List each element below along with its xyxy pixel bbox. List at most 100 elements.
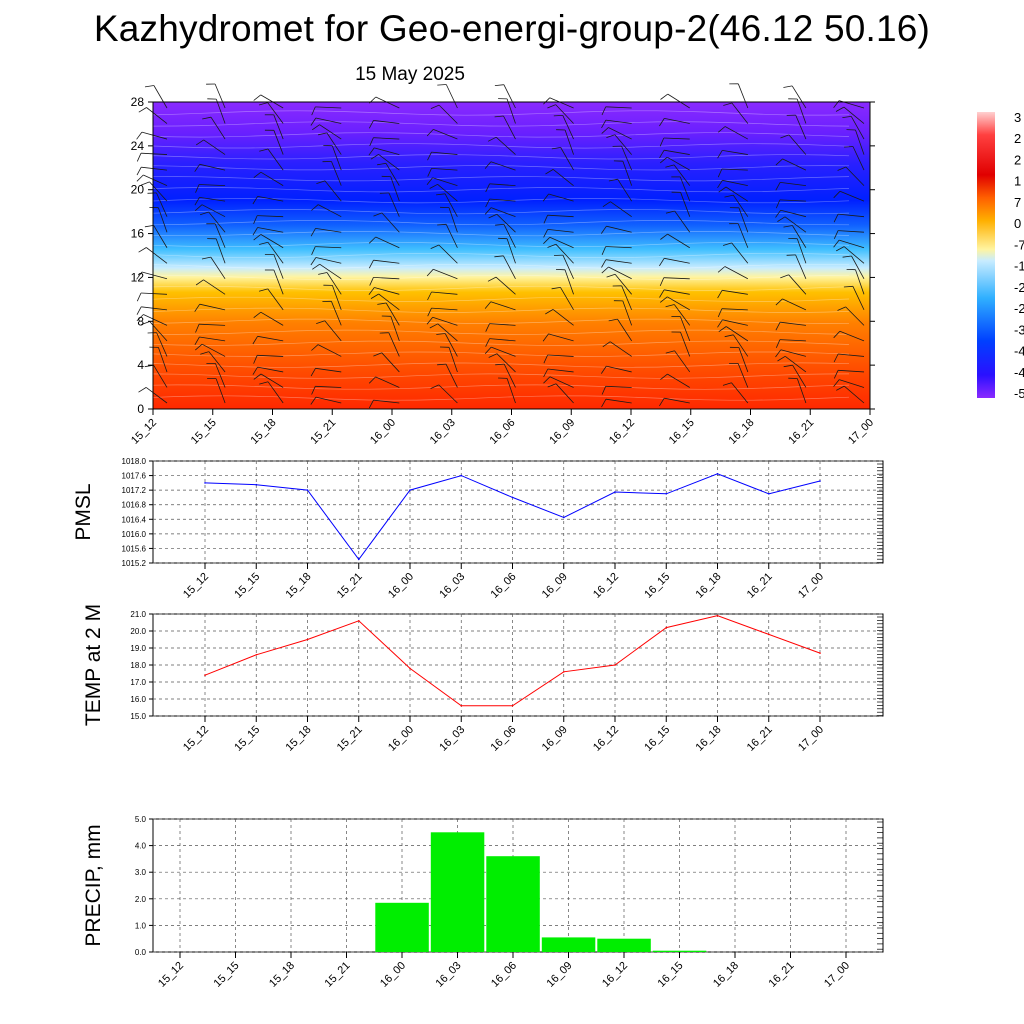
wind-barb [431,151,458,155]
date-label: 15 May 2025 [355,64,465,85]
wind-barb-flag [484,161,492,169]
wind-barb [609,341,632,357]
wind-barb [779,339,806,342]
wind-barb [315,228,342,233]
wind-barb-flag [783,364,793,368]
wind-barb-flag [136,271,143,280]
wind-barb [432,316,458,326]
wind-barb-flag [318,132,327,136]
wind-barb-flag [601,386,607,395]
x-tick-label: 16_18 [727,417,757,447]
wind-barb [731,102,749,124]
y-tick-label: 1016.8 [122,501,147,510]
wind-barb-flag [138,107,147,113]
x-tick-label: 16_09 [540,571,570,601]
wind-barb [622,161,633,186]
wind-barb [664,289,690,295]
wind-barb [838,369,865,373]
wind-barb-flag [485,183,490,193]
wind-barb [257,354,284,357]
wind-barb-flag [717,308,723,318]
x-tick-label: 15_21 [335,571,365,601]
colorbar-label: -1 [1014,259,1024,274]
wind-barb-flag [543,215,548,224]
wind-barb [724,266,749,280]
x-tick-label: 16_06 [489,571,519,601]
y-tick-label: 15.0 [130,712,146,721]
wind-barb [373,277,400,280]
contour-line [152,274,850,280]
wind-barb-flag [144,225,154,228]
data-point [511,705,514,707]
x-tick-label: 16_09 [547,417,577,447]
wind-barb-flag [426,269,434,277]
x-tick-label: 17_00 [846,417,876,447]
temp-panel: 21.0 20.0 19.0 18.0 17.0 16.0 15.0 15_12 15_15 15… [82,604,884,754]
wind-barb-flag [601,106,607,116]
wind-barb [257,227,284,233]
x-tick-label: 16_12 [591,571,621,601]
wind-barb [855,129,865,155]
wind-barb [332,285,342,310]
wind-barb-flag [311,124,320,131]
y-tick-label: 12 [131,270,145,284]
y-tick-label: 5.0 [135,815,147,824]
wind-barb-flag [253,234,262,241]
wind-barb [199,163,226,171]
wind-barb-flag [487,136,497,142]
wind-barb [199,336,226,342]
wind-barb-flag [426,129,434,137]
wind-barb [663,277,690,280]
wind-barb-flag [542,333,549,342]
wind-barb [374,147,400,155]
wind-barb [506,238,516,264]
wind-barb [614,274,632,295]
wind-barb [260,311,284,326]
wind-barb [725,326,749,342]
y-tick-label: 4.0 [135,842,147,851]
wind-barb [855,269,865,295]
wind-barb-flag [138,387,147,393]
wind-barb [722,179,748,187]
wind-barb [448,347,458,373]
wind-barb-flag [659,137,665,147]
wind-barb-flag [429,183,438,189]
wind-barb [208,351,226,373]
wind-barb [490,161,516,171]
wind-barb [448,207,458,233]
wind-barb [315,106,342,109]
y-tick-label: 3.0 [135,868,147,877]
pmsl-panel: 1018.0 1017.6 1017.2 1016.8 1016.4 1016.0 1015… [72,457,884,601]
wind-barb [445,224,458,248]
wind-barb-flag [136,167,142,176]
wind-barb-flag [659,296,668,303]
wind-barb [273,130,284,155]
data-point [255,483,258,486]
x-tick-label: 15_15 [189,417,219,447]
x-tick-label: 16_18 [711,960,741,990]
data-point [306,489,309,491]
wind-barb-flag [717,266,726,273]
wind-barb [503,363,516,388]
wind-barb-flag [835,106,845,112]
wind-barb [674,210,691,233]
y-axis-label: PRECIP, mm [82,824,105,946]
wind-barb-flag [195,139,204,146]
wind-barb-flag [369,137,374,147]
wind-barb [663,137,690,140]
x-tick-label: 16_15 [656,960,686,990]
wind-barb [390,176,400,202]
contour-line [152,121,850,127]
x-tick-label: 15_12 [129,417,159,447]
wind-barb [444,333,458,357]
wind-barb-flag [253,311,262,319]
wind-barb-flag [665,304,675,308]
wind-barb [331,301,342,326]
wind-barb-flag [485,323,490,332]
wind-barb [257,196,284,202]
wind-barb [141,166,168,171]
wind-barb [437,183,458,202]
wind-barb [738,207,749,233]
contour-line [152,154,850,160]
wind-barb [667,93,690,109]
